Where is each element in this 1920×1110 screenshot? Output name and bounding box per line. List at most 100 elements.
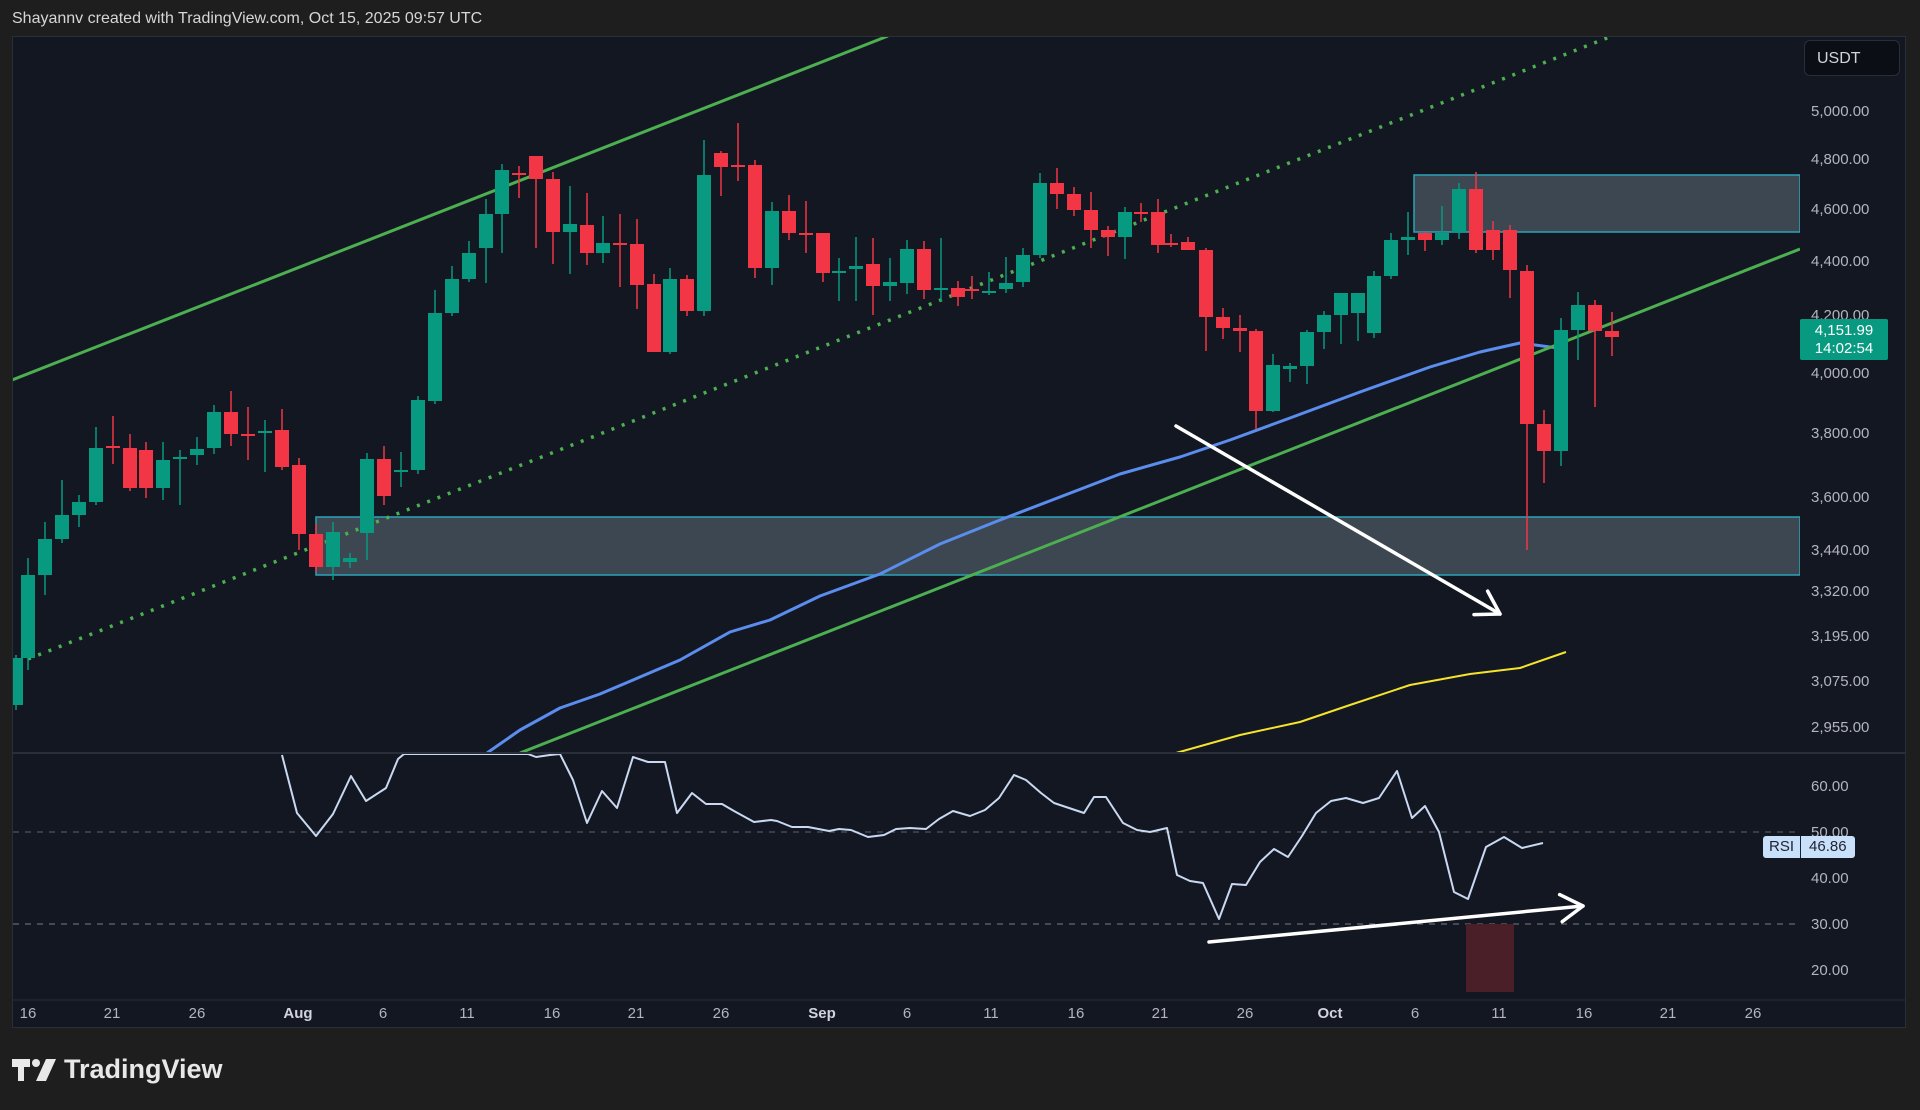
last-price-label: 4,151.99 14:02:54: [1800, 319, 1888, 360]
time-axis-tick: 16: [1068, 1005, 1085, 1022]
candle-body: [309, 534, 323, 567]
candle: [832, 258, 846, 301]
candle: [411, 396, 425, 474]
candle-body: [1418, 233, 1432, 240]
price-lower-low-arrow: [1174, 424, 1502, 617]
candle: [647, 274, 661, 352]
candle-body: [714, 153, 728, 167]
rsi-line: [281, 754, 1544, 920]
rsi-axis-tick: 30.00: [1811, 916, 1849, 933]
candle: [731, 123, 745, 181]
candle-body: [580, 225, 594, 253]
channel-upper-line: [13, 37, 889, 382]
candle: [1554, 318, 1568, 466]
candle: [258, 420, 272, 472]
candle-body: [275, 430, 289, 467]
candle: [1605, 312, 1619, 356]
time-axis-tick: 16: [1576, 1005, 1593, 1022]
time-axis-tick: 11: [459, 1005, 475, 1022]
arrow-head-icon: [1472, 589, 1502, 617]
candle-body: [512, 173, 526, 175]
candle: [1164, 234, 1178, 247]
candle-body: [258, 431, 272, 433]
price-axis-tick: 4,000.00: [1811, 365, 1869, 382]
candle: [275, 409, 289, 470]
candle-body: [292, 465, 306, 534]
candle-body: [630, 244, 644, 285]
time-axis-tick: Sep: [808, 1005, 836, 1022]
candle: [1118, 207, 1132, 259]
candle-body: [1118, 212, 1132, 237]
candle-body: [445, 279, 459, 313]
candle: [748, 160, 762, 278]
indicator-lines: [13, 37, 1800, 753]
time-axis-tick: 21: [1660, 1005, 1677, 1022]
candle-body: [1300, 332, 1314, 366]
bar-countdown: 14:02:54: [1814, 340, 1874, 357]
time-axis-tick: 11: [1491, 1005, 1507, 1022]
candle-body: [1351, 293, 1365, 313]
candle-body: [360, 459, 374, 533]
candle: [900, 240, 914, 294]
candle: [782, 195, 796, 240]
candle-body: [241, 434, 255, 436]
candle-body: [1520, 271, 1534, 424]
candle-body: [1554, 330, 1568, 451]
candle-body: [1452, 189, 1466, 232]
candle-body: [1605, 331, 1619, 337]
time-axis-tick: 21: [104, 1005, 121, 1022]
candle: [663, 268, 677, 354]
candle: [1249, 329, 1263, 429]
candle: [1266, 354, 1280, 412]
candle-body: [1401, 237, 1415, 240]
arrow-annotations: [1174, 424, 1502, 617]
time-axis-tick: 16: [20, 1005, 37, 1022]
candle: [1384, 233, 1398, 279]
price-axis-tick: 4,600.00: [1811, 201, 1869, 218]
candle: [1452, 183, 1466, 239]
tradingview-logo[interactable]: TradingView: [12, 1054, 223, 1085]
candle: [38, 522, 52, 595]
candle: [1486, 221, 1500, 260]
candle: [1588, 300, 1602, 407]
candle-body: [799, 233, 813, 235]
time-axis-tick: 26: [1237, 1005, 1254, 1022]
candle-body: [1216, 317, 1230, 328]
time-axis-tick: 21: [628, 1005, 645, 1022]
chart-attribution: Shayannv created with TradingView.com, O…: [12, 10, 483, 27]
candle: [1317, 311, 1331, 349]
candle: [1367, 271, 1381, 338]
arrow-head-icon: [1557, 892, 1585, 924]
candle: [394, 452, 408, 487]
candle-body: [1050, 183, 1064, 194]
candle: [495, 164, 509, 253]
candle: [697, 140, 711, 316]
candle-body: [495, 170, 509, 214]
time-axis-tick: 6: [1411, 1005, 1419, 1022]
candle: [1351, 293, 1365, 341]
candle: [596, 216, 610, 263]
candle-body: [139, 450, 153, 488]
candle-body: [1151, 212, 1165, 245]
candle-body: [546, 179, 560, 232]
candle-body: [479, 214, 493, 248]
candle-body: [326, 532, 340, 567]
supply-demand-zones: [315, 174, 1800, 576]
candle-body: [1101, 230, 1115, 237]
candle: [241, 407, 255, 460]
candle-body: [883, 282, 897, 286]
candle-body: [21, 575, 35, 658]
candle: [917, 241, 931, 299]
candle-body: [917, 249, 931, 290]
arrow-shaft: [1207, 904, 1585, 944]
candle: [55, 480, 69, 543]
candle-body: [731, 165, 745, 167]
time-axis-tick: 6: [379, 1005, 387, 1022]
candle: [156, 442, 170, 500]
candle-body: [1249, 331, 1263, 411]
ema-line: [486, 341, 1566, 753]
currency-selector[interactable]: USDT: [1804, 40, 1900, 76]
time-axis-tick: 26: [189, 1005, 206, 1022]
tradingview-logo-icon: [12, 1058, 56, 1081]
